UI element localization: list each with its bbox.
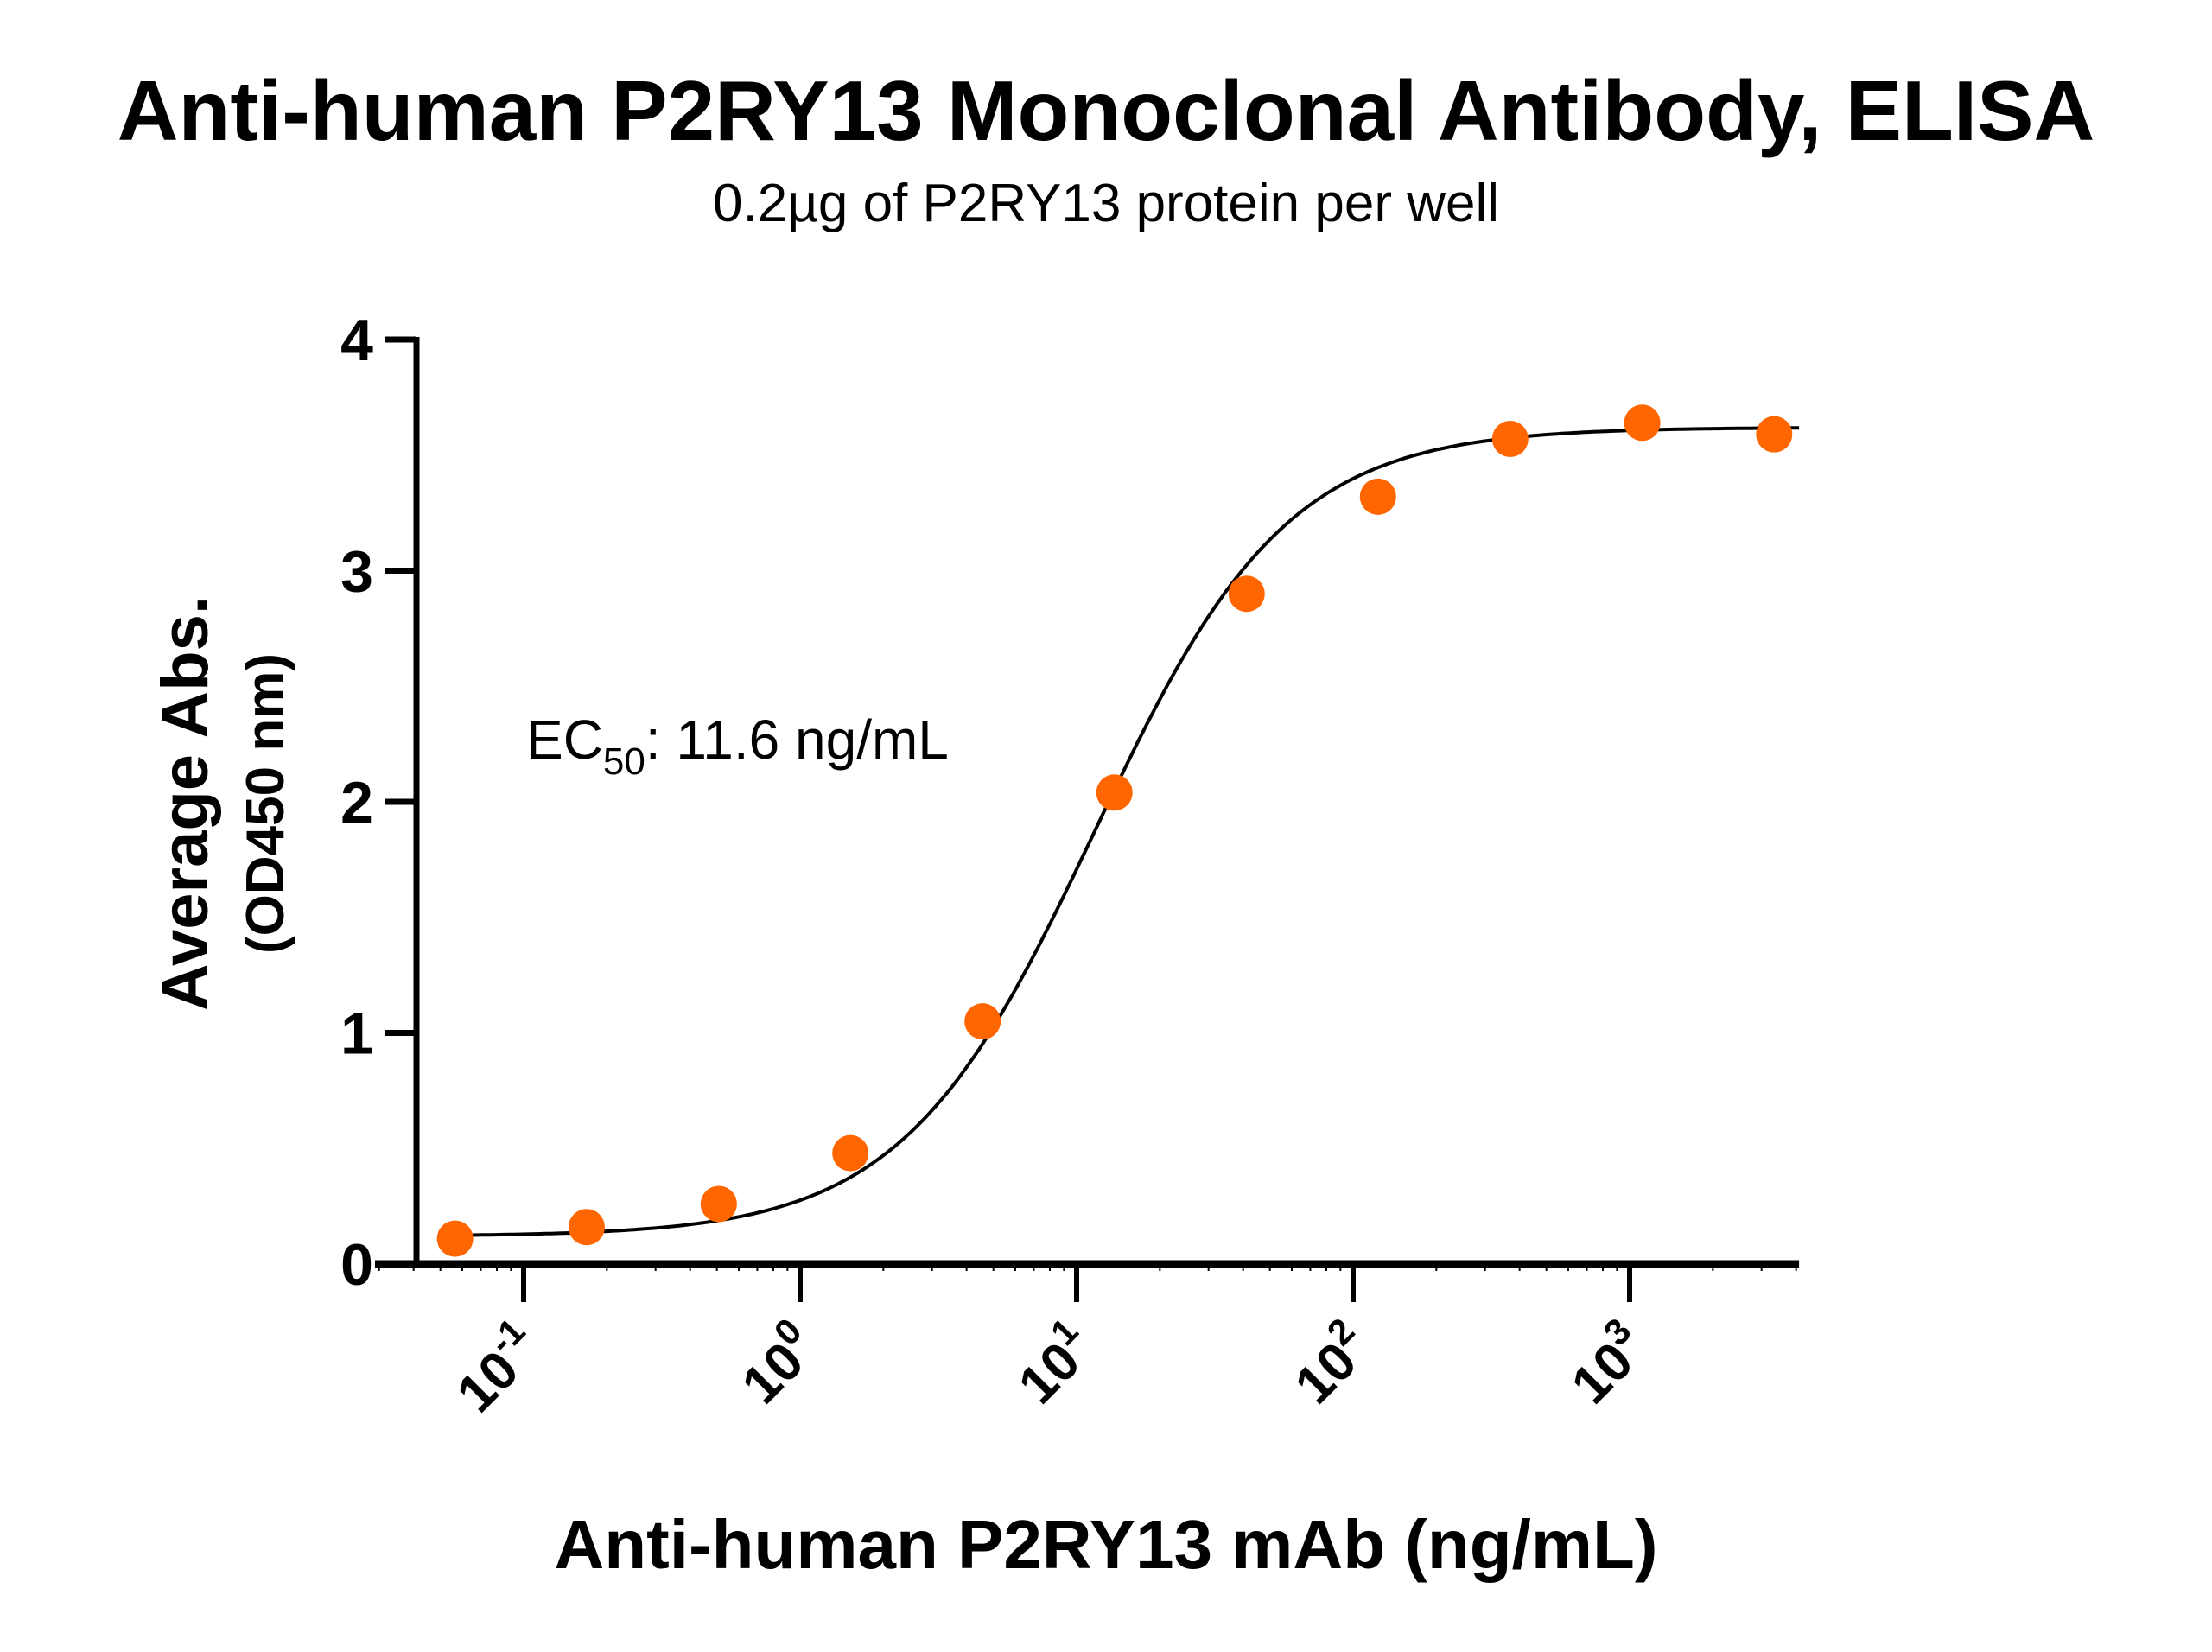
x-tick-label: 102 — [1277, 1310, 1382, 1415]
x-tick-label: 103 — [1554, 1310, 1659, 1415]
x-tick-label: 10-1 — [439, 1310, 553, 1424]
data-point — [1359, 478, 1396, 515]
chart-subtitle: 0.2µg of P2RY13 protein per well — [713, 174, 1499, 233]
y-axis-title: Average Abs. (OD450 nm) — [149, 596, 296, 1011]
data-point — [568, 1209, 605, 1246]
y-tick-label: 4 — [340, 308, 373, 373]
data-point — [1228, 575, 1265, 613]
chart-title: Anti-human P2RY13 Monoclonal Antibody, E… — [118, 63, 2095, 158]
y-tick-label: 3 — [340, 539, 373, 605]
data-point — [1491, 421, 1529, 458]
data-point — [700, 1185, 737, 1223]
data-point — [832, 1134, 869, 1172]
y-axis-title-line1: Average Abs. — [149, 596, 222, 1011]
y-tick-label: 2 — [340, 770, 373, 836]
fit-curve — [454, 426, 1800, 1237]
axes: 0 1 2 3 4 10-1 100 101 102 103 — [340, 308, 1800, 1424]
x-axis-title: Anti-human P2RY13 mAb (ng/mL) — [554, 1506, 1657, 1583]
ec50-annotation: EC50: 11.6 ng/mL — [526, 708, 949, 783]
y-axis-title-line2: (OD450 nm) — [236, 653, 296, 954]
data-point — [964, 1003, 1001, 1040]
x-tick-label: 101 — [1001, 1310, 1106, 1415]
data-point — [1096, 774, 1133, 811]
y-tick-label: 1 — [340, 1001, 373, 1067]
data-point — [436, 1220, 474, 1257]
data-point — [1756, 416, 1793, 453]
y-tick-label: 0 — [340, 1232, 373, 1298]
data-points — [436, 404, 1793, 1257]
x-tick-label: 100 — [724, 1310, 830, 1415]
data-point — [1624, 404, 1661, 442]
